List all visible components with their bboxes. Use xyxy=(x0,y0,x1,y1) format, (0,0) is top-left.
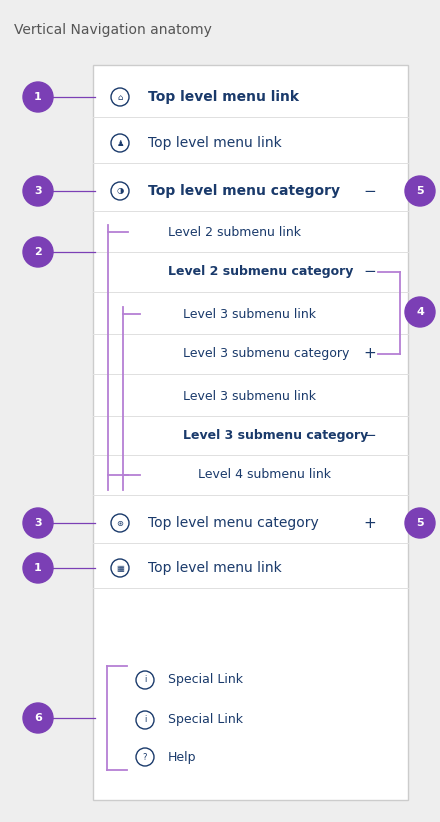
Text: Top level menu category: Top level menu category xyxy=(148,516,319,530)
Text: Level 3 submenu category: Level 3 submenu category xyxy=(183,348,349,361)
Circle shape xyxy=(23,553,53,583)
Text: ◑: ◑ xyxy=(116,187,124,196)
Text: Level 4 submenu link: Level 4 submenu link xyxy=(198,469,331,482)
Text: 5: 5 xyxy=(416,518,424,528)
Text: 2: 2 xyxy=(34,247,42,257)
Text: 4: 4 xyxy=(416,307,424,317)
Circle shape xyxy=(405,508,435,538)
Text: Special Link: Special Link xyxy=(168,713,243,727)
Text: i: i xyxy=(144,715,146,724)
FancyBboxPatch shape xyxy=(93,65,408,800)
Text: ?: ? xyxy=(143,752,147,761)
Text: Vertical Navigation anatomy: Vertical Navigation anatomy xyxy=(14,23,212,37)
Text: Top level menu link: Top level menu link xyxy=(148,90,299,104)
Text: Top level menu link: Top level menu link xyxy=(148,561,282,575)
Text: 1: 1 xyxy=(34,563,42,573)
Text: 5: 5 xyxy=(416,186,424,196)
Circle shape xyxy=(23,508,53,538)
Circle shape xyxy=(405,176,435,206)
Text: ⌂: ⌂ xyxy=(117,93,123,101)
Circle shape xyxy=(23,703,53,733)
Text: −: − xyxy=(363,265,376,279)
Text: Level 3 submenu link: Level 3 submenu link xyxy=(183,307,316,321)
Text: −: − xyxy=(363,183,376,198)
Circle shape xyxy=(23,176,53,206)
Circle shape xyxy=(405,297,435,327)
Text: Top level menu category: Top level menu category xyxy=(148,184,340,198)
Text: ♟: ♟ xyxy=(116,138,124,147)
Text: i: i xyxy=(144,676,146,685)
Text: +: + xyxy=(363,515,376,530)
Circle shape xyxy=(23,82,53,112)
Text: Special Link: Special Link xyxy=(168,673,243,686)
Text: Help: Help xyxy=(168,750,197,764)
Text: Level 2 submenu category: Level 2 submenu category xyxy=(168,266,353,279)
Text: Level 3 submenu category: Level 3 submenu category xyxy=(183,428,368,441)
Text: ⊛: ⊛ xyxy=(117,519,124,528)
Text: Top level menu link: Top level menu link xyxy=(148,136,282,150)
Text: ▦: ▦ xyxy=(116,564,124,572)
Text: Level 2 submenu link: Level 2 submenu link xyxy=(168,225,301,238)
Text: 6: 6 xyxy=(34,713,42,723)
Text: −: − xyxy=(363,427,376,442)
Text: 1: 1 xyxy=(34,92,42,102)
Text: 3: 3 xyxy=(34,186,42,196)
Text: +: + xyxy=(363,347,376,362)
Circle shape xyxy=(23,237,53,267)
Text: Level 3 submenu link: Level 3 submenu link xyxy=(183,390,316,403)
Text: 3: 3 xyxy=(34,518,42,528)
